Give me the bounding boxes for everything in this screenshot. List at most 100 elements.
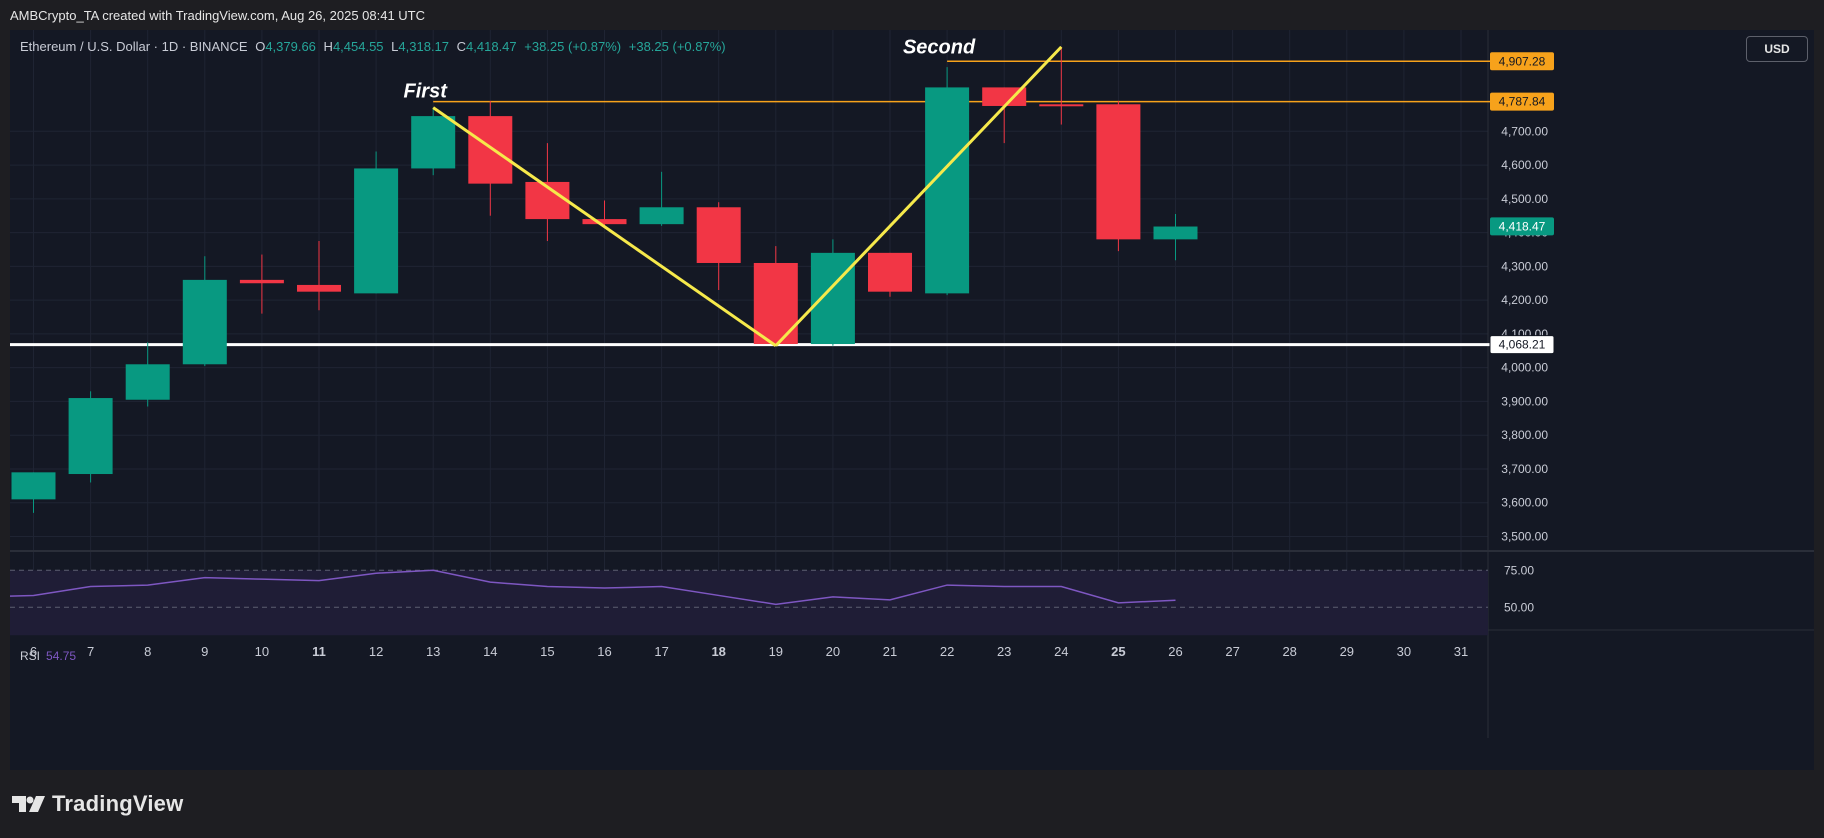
price-tick-label: 4,000.00	[1501, 361, 1548, 375]
rsi-band	[10, 570, 1488, 636]
tradingview-logo[interactable]: TradingView	[12, 790, 183, 818]
candle-body	[411, 116, 456, 169]
grid	[10, 30, 1488, 630]
price-tick-label: 3,600.00	[1501, 496, 1548, 510]
candles	[11, 46, 1198, 513]
time-tick-label: 18	[711, 644, 725, 659]
time-tick-label: 28	[1282, 644, 1296, 659]
time-tick-label: 16	[597, 644, 611, 659]
candle-body	[354, 168, 399, 294]
annotation-label: First	[404, 81, 449, 103]
time-tick-label: 23	[997, 644, 1011, 659]
candle-body	[11, 472, 56, 500]
candle-body	[1039, 104, 1084, 107]
price-label-box	[1490, 217, 1554, 236]
time-axis: 6 7 8 9 10 11 12 13 14 15 16 17 18 19 20 21 22 23 24 25 26 27…	[30, 644, 1468, 659]
rsi-pane: 75.00 50.00	[10, 563, 1534, 636]
time-tick-label: 17	[654, 644, 668, 659]
rsi-legend: RSI 54.75	[20, 649, 76, 663]
time-tick-label: 24	[1054, 644, 1068, 659]
time-tick-label: 8	[144, 644, 151, 659]
tradingview-brand: TradingView	[52, 791, 184, 816]
price-tick-label: 3,700.00	[1501, 462, 1548, 476]
rsi-tick-label: 75.00	[1504, 563, 1534, 577]
price-label-text: 4,418.47	[1499, 219, 1546, 233]
low-label: L	[391, 39, 399, 54]
chart-frame: First Second 75.00 50.00 3,500.00 3,600.00 3…	[10, 30, 1814, 770]
symbol-legend: Ethereum / U.S. Dollar · 1D · BINANCE O4…	[20, 39, 726, 54]
candle-body	[1096, 104, 1141, 240]
candle-body	[582, 219, 627, 225]
time-tick-label: 11	[312, 644, 326, 659]
time-tick-label: 15	[540, 644, 554, 659]
time-tick-label: 7	[87, 644, 94, 659]
candle-body	[639, 207, 684, 225]
trend-lines	[432, 45, 1063, 347]
open-value: 4,379.66	[265, 39, 316, 54]
price-tick-label: 4,700.00	[1501, 124, 1548, 138]
symbol-name: Ethereum / U.S. Dollar · 1D · BINANCE	[20, 39, 248, 54]
time-tick-label: 22	[940, 644, 954, 659]
candle-body	[925, 87, 970, 294]
time-tick-label: 20	[826, 644, 840, 659]
price-labels: 4,907.28 4,787.84 4,418.47 4,068.21	[1489, 52, 1555, 355]
time-tick-label: 31	[1454, 644, 1468, 659]
currency-button[interactable]: USD	[1746, 36, 1808, 62]
candle-body	[982, 87, 1027, 106]
candle-body	[810, 252, 855, 345]
low-value: 4,318.17	[398, 39, 450, 54]
trend-line	[774, 45, 1063, 347]
price-label-box	[1490, 92, 1554, 111]
close-value: 4,418.47	[466, 39, 517, 54]
open-label: O	[255, 39, 266, 54]
price-axis: 3,500.00 3,600.00 3,700.00 3,800.00 3,900.00…	[1501, 124, 1548, 543]
time-tick-label: 9	[201, 644, 208, 659]
rsi-value: 54.75	[46, 649, 77, 663]
candle-body	[696, 207, 741, 263]
candle-body	[468, 116, 513, 184]
time-tick-label: 21	[883, 644, 897, 659]
candle-body	[1153, 226, 1198, 240]
high-value: 4,454.55	[332, 39, 384, 54]
candle-body	[239, 279, 284, 284]
change-value: +38.25 (+0.87%)	[524, 39, 622, 54]
time-tick-label: 12	[369, 644, 383, 659]
price-label-text: 4,068.21	[1499, 338, 1546, 352]
price-tick-label: 4,300.00	[1501, 259, 1548, 273]
time-tick-label: 19	[769, 644, 783, 659]
annotation-label: Second	[903, 37, 976, 59]
annotations: First Second	[404, 37, 976, 103]
price-tick-label: 4,500.00	[1501, 192, 1548, 206]
time-tick-label: 29	[1340, 644, 1354, 659]
price-tick-label: 4,200.00	[1501, 293, 1548, 307]
price-tick-label: 3,500.00	[1501, 529, 1548, 543]
time-tick-label: 27	[1225, 644, 1239, 659]
price-tick-label: 4,600.00	[1501, 158, 1548, 172]
change-value-2: +38.25 (+0.87%)	[628, 39, 726, 54]
trend-line	[432, 106, 777, 347]
rsi-line	[10, 569, 1176, 606]
candle-body	[753, 262, 798, 345]
time-tick-label: 26	[1168, 644, 1182, 659]
time-tick-label: 25	[1111, 644, 1125, 659]
price-label-box	[1490, 52, 1554, 71]
chart-credit: AMBCrypto_TA created with TradingView.co…	[10, 8, 426, 23]
price-label-text: 4,787.84	[1499, 95, 1546, 109]
candle-body	[297, 284, 341, 292]
price-tick-label: 3,900.00	[1501, 394, 1548, 408]
tradingview-logo-icon	[12, 796, 45, 812]
time-tick-label: 14	[483, 644, 497, 659]
high-label: H	[323, 39, 333, 54]
candle-body	[182, 279, 227, 365]
time-tick-label: 13	[426, 644, 440, 659]
candle-body	[868, 252, 912, 292]
time-tick-label: 6	[30, 644, 37, 659]
price-tick-label: 3,800.00	[1501, 428, 1548, 442]
candle-body	[68, 398, 113, 475]
time-tick-label: 30	[1397, 644, 1411, 659]
price-label-text: 4,907.28	[1499, 54, 1546, 68]
time-tick-label: 10	[255, 644, 269, 659]
close-label: C	[456, 39, 467, 54]
price-label-box	[1489, 335, 1555, 355]
